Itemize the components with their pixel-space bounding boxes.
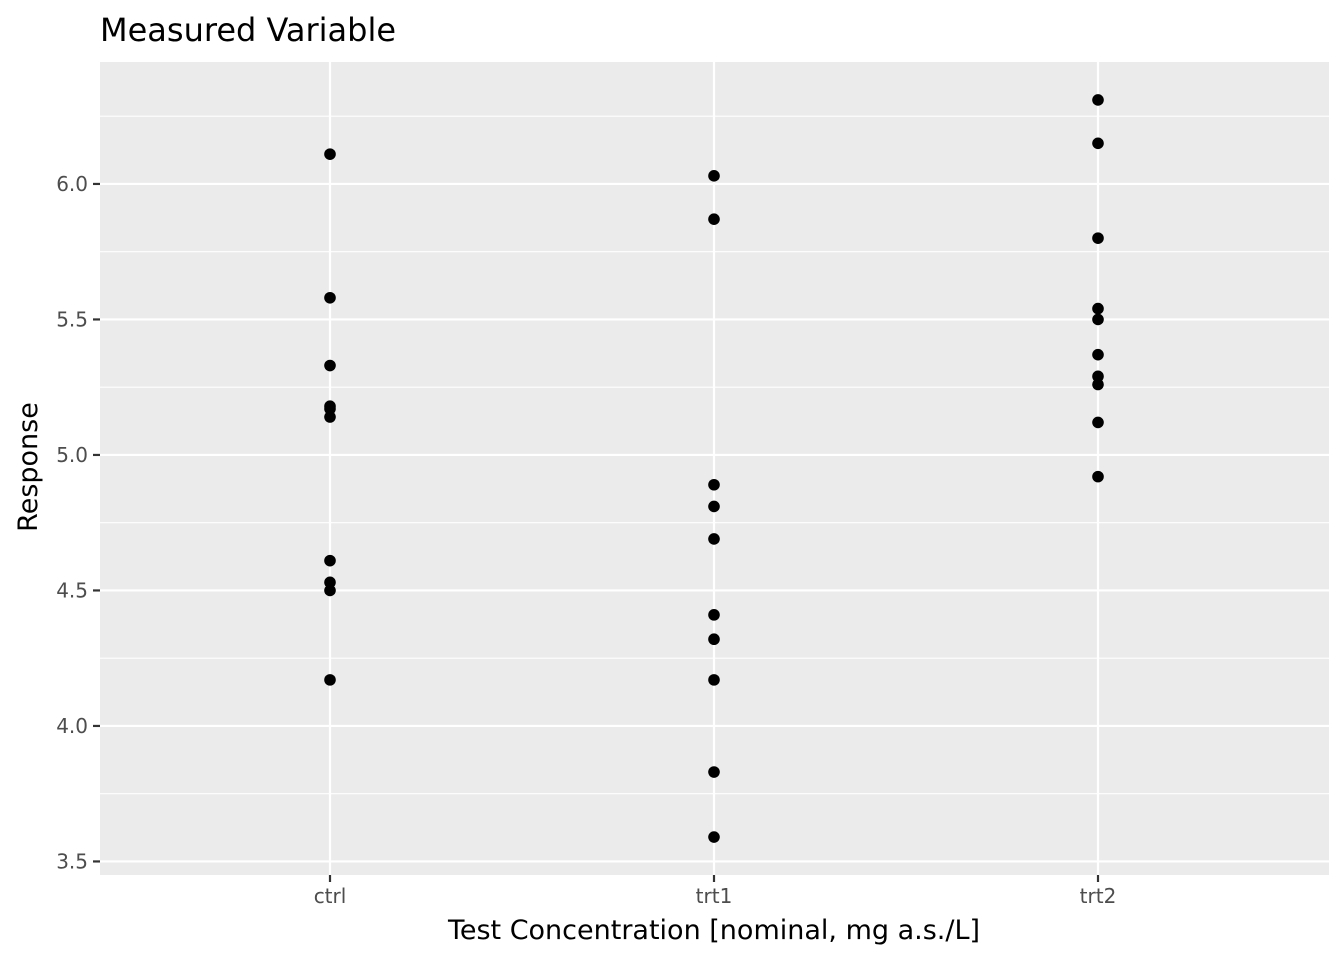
- x-tick-label-trt2: trt2: [1080, 884, 1117, 908]
- grid-major: [100, 62, 1329, 875]
- data-point-trt1: [708, 674, 720, 686]
- data-point-trt2: [1092, 137, 1104, 150]
- data-point-trt1: [708, 609, 720, 621]
- data-point-ctrl: [324, 674, 336, 686]
- data-point-trt2: [1092, 232, 1104, 244]
- data-point-ctrl: [324, 403, 336, 415]
- y-axis: 3.5 4.0 4.5 5.0 5.5 6.0: [56, 172, 100, 873]
- chart-title: Measured Variable: [100, 11, 396, 49]
- y-tick-label: 3.5: [56, 849, 88, 873]
- data-point-ctrl: [324, 411, 336, 423]
- data-point-trt2: [1092, 302, 1104, 315]
- y-tick-label: 5.5: [56, 307, 88, 331]
- y-axis-title: Response: [13, 402, 44, 532]
- data-point-trt2: [1092, 370, 1104, 383]
- data-point-ctrl: [324, 576, 336, 589]
- data-point-trt2: [1092, 470, 1104, 483]
- data-point-trt1: [708, 478, 720, 491]
- y-tick-label: 5.0: [56, 443, 88, 467]
- data-points: [324, 94, 1104, 843]
- x-axis-title: Test Concentration [nominal, mg a.s./L]: [447, 915, 980, 946]
- data-point-ctrl: [324, 291, 336, 304]
- data-point-ctrl: [324, 359, 336, 372]
- y-tick-label: 4.0: [56, 714, 88, 738]
- x-tick-label-trt1: trt1: [696, 884, 733, 908]
- data-point-trt1: [708, 533, 720, 545]
- data-point-trt1: [708, 633, 720, 646]
- data-point-trt2: [1092, 416, 1104, 429]
- data-point-trt1: [708, 170, 720, 182]
- x-axis: ctrl trt1 trt2: [314, 875, 1117, 908]
- data-point-trt1: [708, 213, 720, 225]
- data-point-trt2: [1092, 94, 1104, 106]
- y-tick-label: 6.0: [56, 172, 88, 196]
- data-point-ctrl: [324, 554, 336, 567]
- data-point-trt2: [1092, 348, 1104, 361]
- data-point-ctrl: [324, 584, 336, 597]
- data-point-trt1: [708, 766, 720, 778]
- data-point-trt2: [1092, 378, 1104, 391]
- data-point-trt1: [708, 831, 720, 843]
- data-point-ctrl: [324, 148, 336, 160]
- x-tick-label-ctrl: ctrl: [314, 884, 347, 908]
- data-point-trt2: [1092, 313, 1104, 326]
- data-point-trt1: [708, 500, 720, 513]
- y-tick-label: 4.5: [56, 578, 88, 602]
